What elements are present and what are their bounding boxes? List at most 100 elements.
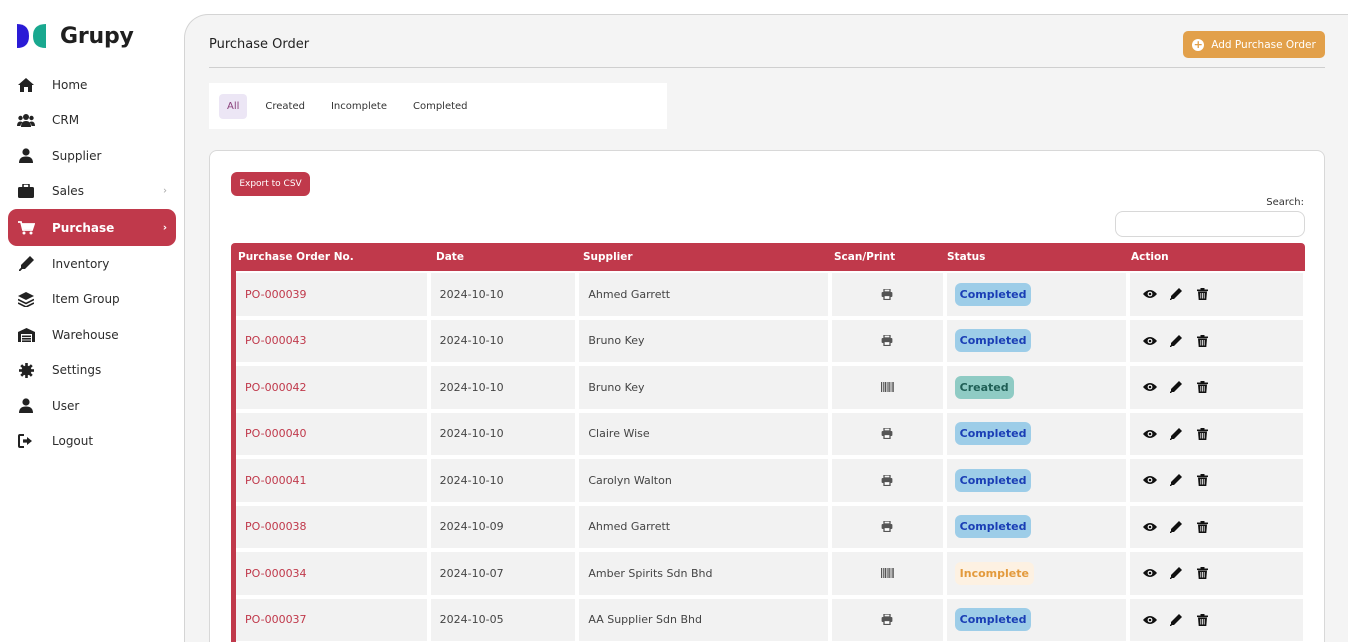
- date-cell: 2024-10-10: [430, 366, 576, 409]
- pencil-icon[interactable]: [1168, 286, 1184, 302]
- status-cell: Completed: [946, 598, 1127, 641]
- po-number-link[interactable]: PO-000039: [245, 287, 307, 301]
- pencil-icon[interactable]: [1168, 519, 1184, 535]
- status-cell: Completed: [946, 273, 1127, 316]
- eye-icon[interactable]: [1142, 519, 1158, 535]
- trash-icon[interactable]: [1194, 379, 1210, 395]
- trash-icon[interactable]: [1194, 286, 1210, 302]
- po-number-link[interactable]: PO-000042: [245, 380, 307, 394]
- column-header-supplier: Supplier: [583, 251, 633, 263]
- trash-icon[interactable]: [1194, 519, 1210, 535]
- action-cell: [1130, 459, 1303, 502]
- po-number-link[interactable]: PO-000034: [245, 566, 307, 580]
- status-badge: Completed: [954, 608, 1032, 632]
- trash-icon[interactable]: [1194, 612, 1210, 628]
- supplier-cell: AA Supplier Sdn Bhd: [579, 598, 828, 641]
- sidebar: Grupy Home CRM Supplier Sales › Purchase › Inve…: [0, 0, 184, 642]
- pencil-icon[interactable]: [1168, 379, 1184, 395]
- user-icon: [16, 148, 36, 164]
- date-cell: 2024-10-09: [430, 505, 576, 548]
- print-icon[interactable]: [879, 612, 895, 628]
- warehouse-icon: [16, 327, 36, 343]
- pencil-icon[interactable]: [1168, 472, 1184, 488]
- sidebar-item-label: CRM: [52, 113, 80, 128]
- table-row: PO-000038 2024-10-09 Ahmed Garrett Complete…: [231, 503, 1305, 550]
- print-icon[interactable]: [879, 426, 895, 442]
- sidebar-item-crm[interactable]: CRM: [8, 103, 176, 139]
- status-badge: Completed: [954, 282, 1032, 306]
- add-purchase-order-button[interactable]: + Add Purchase Order: [1183, 31, 1325, 58]
- action-cell: [1130, 273, 1303, 316]
- sidebar-item-warehouse[interactable]: Warehouse: [8, 317, 176, 353]
- status-badge: Completed: [954, 468, 1032, 492]
- sidebar-item-inventory[interactable]: Inventory: [8, 246, 176, 282]
- pencil-icon[interactable]: [1168, 565, 1184, 581]
- status-cell: Created: [946, 366, 1127, 409]
- search-input[interactable]: [1115, 211, 1305, 237]
- column-header-status: Status: [947, 251, 986, 263]
- status-cell: Completed: [946, 459, 1127, 502]
- pencil-icon[interactable]: [1168, 612, 1184, 628]
- print-icon[interactable]: [879, 472, 895, 488]
- sidebar-item-home[interactable]: Home: [8, 67, 176, 103]
- action-cell: [1130, 319, 1303, 362]
- tab-incomplete[interactable]: Incomplete: [330, 100, 387, 112]
- barcode-icon[interactable]: [879, 379, 895, 395]
- export-csv-button[interactable]: Export to CSV: [231, 172, 310, 196]
- status-badge: Completed: [954, 515, 1032, 539]
- sidebar-item-label: Home: [52, 77, 88, 92]
- po-number-link[interactable]: PO-000043: [245, 334, 307, 348]
- sidebar-item-label: Item Group: [52, 292, 120, 307]
- trash-icon[interactable]: [1194, 333, 1210, 349]
- status-cell: Incomplete: [946, 552, 1127, 595]
- po-number-link[interactable]: PO-000041: [245, 473, 307, 487]
- status-cell: Completed: [946, 412, 1127, 455]
- plus-icon: +: [1192, 38, 1205, 51]
- eye-icon[interactable]: [1142, 426, 1158, 442]
- po-number-link[interactable]: PO-000037: [245, 613, 307, 627]
- action-cell: [1130, 552, 1303, 595]
- eye-icon[interactable]: [1142, 565, 1158, 581]
- print-icon[interactable]: [879, 333, 895, 349]
- sidebar-item-supplier[interactable]: Supplier: [8, 138, 176, 174]
- eye-icon[interactable]: [1142, 379, 1158, 395]
- eye-icon[interactable]: [1142, 612, 1158, 628]
- sidebar-item-label: Supplier: [52, 148, 102, 163]
- supplier-cell: Ahmed Garrett: [579, 505, 828, 548]
- eye-icon[interactable]: [1142, 472, 1158, 488]
- sidebar-nav: Home CRM Supplier Sales › Purchase › Inventory I…: [8, 67, 176, 459]
- scan-print-cell: [831, 319, 943, 362]
- po-number-link[interactable]: PO-000038: [245, 520, 307, 534]
- table-row: PO-000042 2024-10-10 Bruno Key Created: [231, 364, 1305, 411]
- sidebar-item-label: Logout: [52, 434, 94, 449]
- barcode-icon[interactable]: [879, 565, 895, 581]
- brand-logo[interactable]: Grupy: [17, 22, 134, 50]
- tab-all[interactable]: All: [219, 93, 248, 119]
- trash-icon[interactable]: [1194, 472, 1210, 488]
- sidebar-item-label: Purchase: [52, 220, 115, 235]
- trash-icon[interactable]: [1194, 426, 1210, 442]
- sidebar-item-settings[interactable]: Settings: [8, 353, 176, 389]
- date-cell: 2024-10-10: [430, 459, 576, 502]
- sidebar-item-user[interactable]: User: [8, 388, 176, 424]
- print-icon[interactable]: [879, 519, 895, 535]
- purchase-order-card: Export to CSV Search: Purchase Order No.…: [209, 150, 1325, 642]
- sidebar-item-purchase[interactable]: Purchase ›: [8, 209, 176, 246]
- sidebar-item-sales[interactable]: Sales ›: [8, 174, 176, 210]
- pencil-icon[interactable]: [1168, 426, 1184, 442]
- sidebar-item-item-group[interactable]: Item Group: [8, 282, 176, 318]
- date-cell: 2024-10-05: [430, 598, 576, 641]
- eye-icon[interactable]: [1142, 286, 1158, 302]
- tab-created[interactable]: Created: [265, 100, 305, 112]
- po-number-cell: PO-000041: [236, 459, 427, 502]
- divider: [209, 67, 1325, 68]
- print-icon[interactable]: [879, 286, 895, 302]
- tab-completed[interactable]: Completed: [412, 100, 468, 112]
- pencil-icon[interactable]: [1168, 333, 1184, 349]
- eye-icon[interactable]: [1142, 333, 1158, 349]
- po-number-link[interactable]: PO-000040: [245, 427, 307, 441]
- sidebar-item-logout[interactable]: Logout: [8, 424, 176, 460]
- trash-icon[interactable]: [1194, 565, 1210, 581]
- date-cell: 2024-10-10: [430, 319, 576, 362]
- date-cell: 2024-10-07: [430, 552, 576, 595]
